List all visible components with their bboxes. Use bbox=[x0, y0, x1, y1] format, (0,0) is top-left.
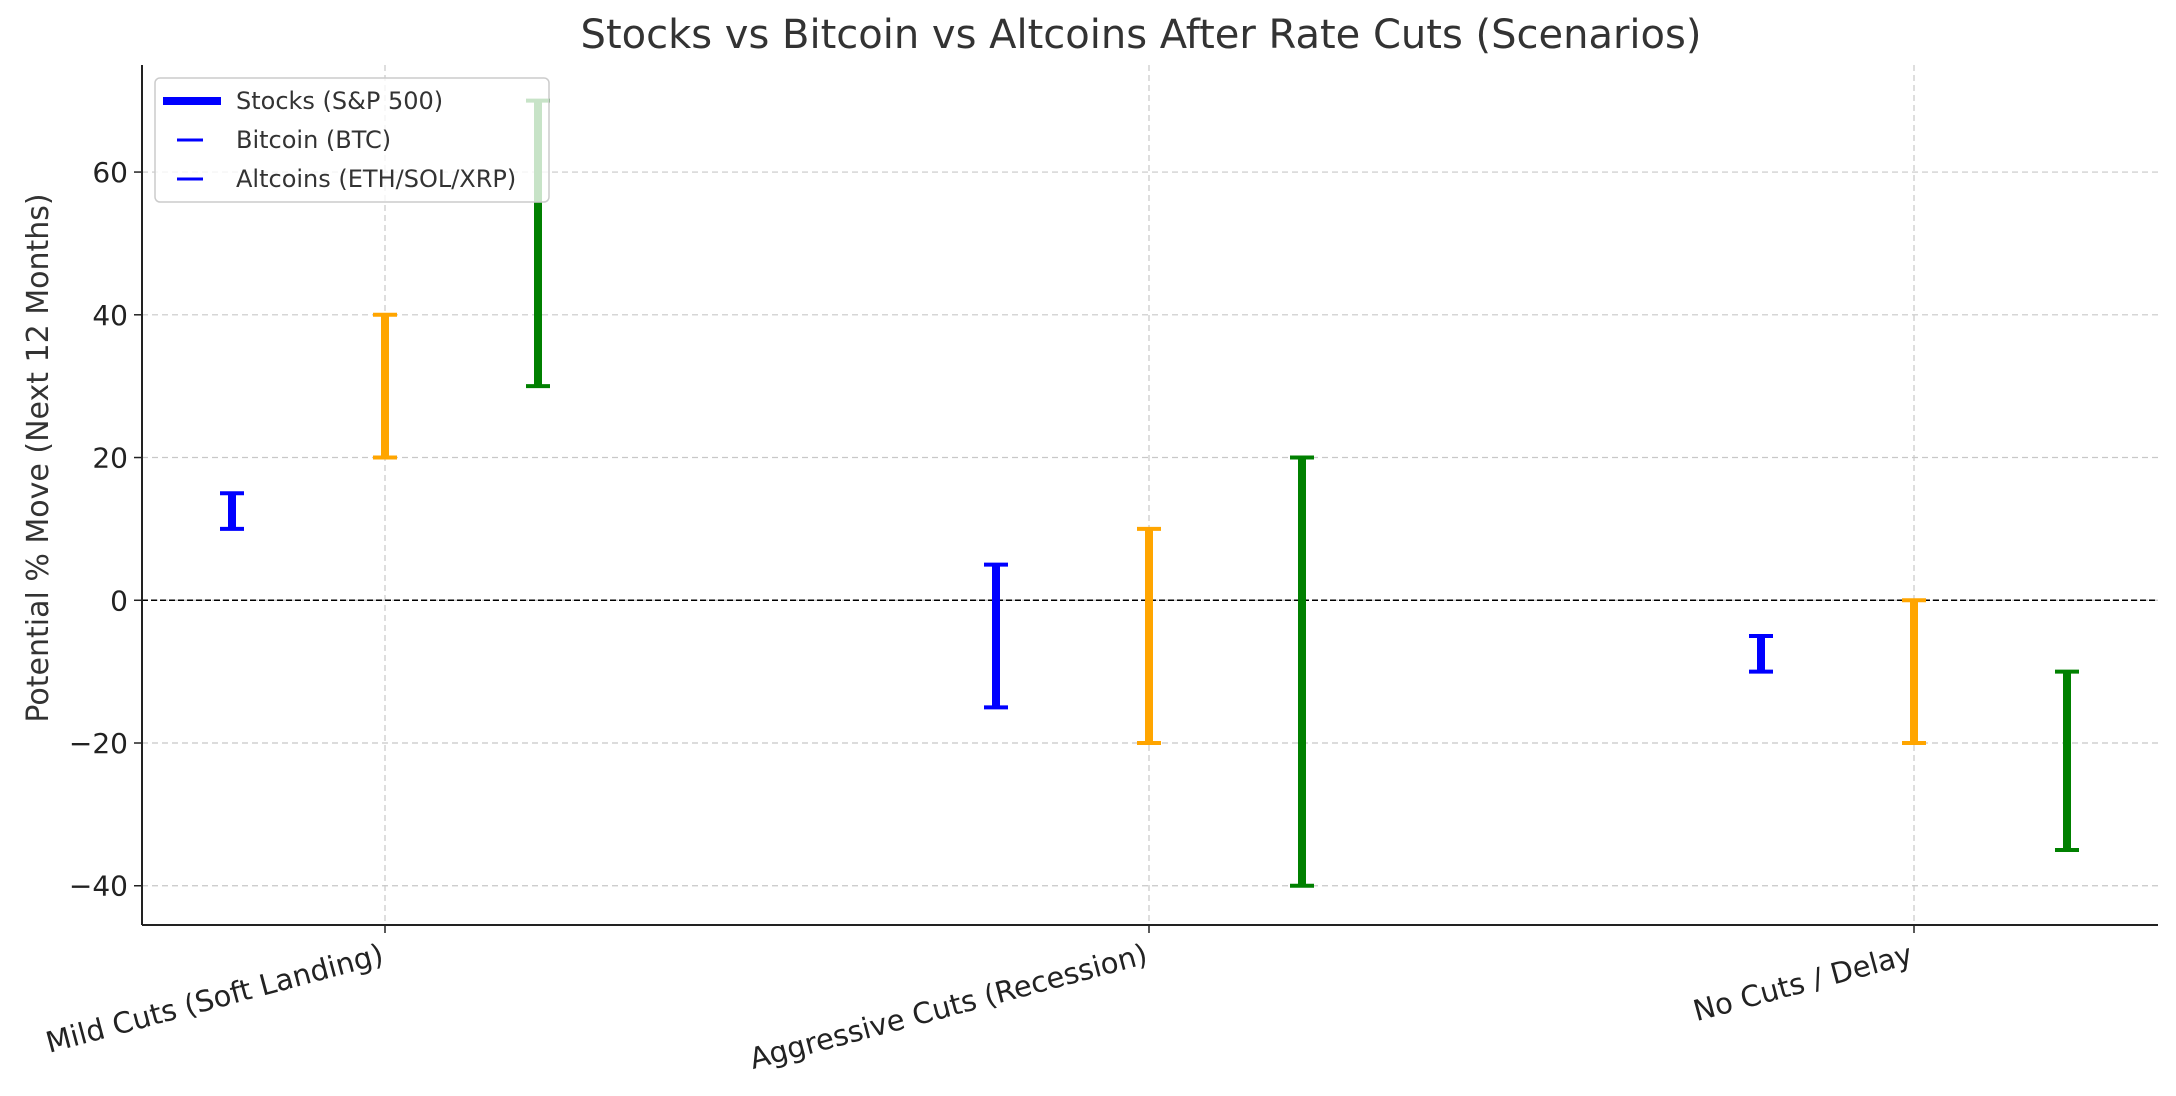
y-tick-label: 20 bbox=[92, 442, 128, 475]
y-axis-label: Potential % Move (Next 12 Months) bbox=[21, 193, 56, 722]
y-tick-label: 40 bbox=[92, 299, 128, 332]
legend-label: Stocks (S&P 500) bbox=[236, 87, 443, 115]
legend-box bbox=[154, 77, 550, 203]
legend-label: Altcoins (ETH/SOL/XRP) bbox=[236, 165, 516, 193]
legend: Stocks (S&P 500) Bitcoin (BTC) Altcoins (E… bbox=[154, 77, 550, 203]
y-tick-label: −40 bbox=[69, 870, 128, 903]
y-tick-label: −20 bbox=[69, 727, 128, 760]
axes bbox=[134, 65, 2158, 933]
y-tick-label: 0 bbox=[110, 584, 128, 617]
legend-label: Bitcoin (BTC) bbox=[236, 126, 391, 154]
y-tick-label: 60 bbox=[92, 156, 128, 189]
chart-title: Stocks vs Bitcoin vs Altcoins After Rate… bbox=[581, 12, 1702, 58]
